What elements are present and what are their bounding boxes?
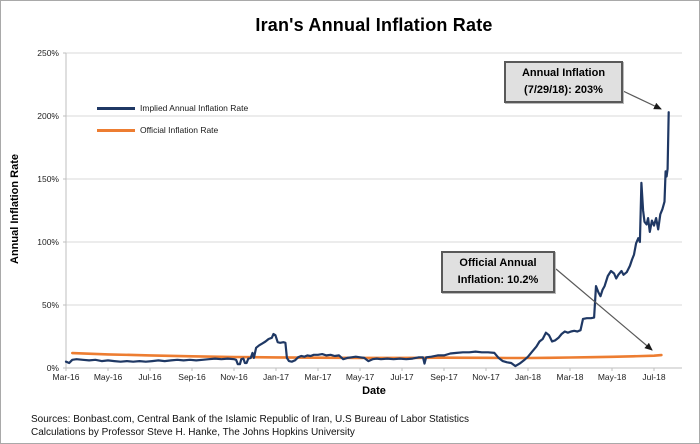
x-tick-label: May-17	[345, 372, 375, 382]
y-tick-label: 100%	[37, 237, 59, 247]
x-tick-label: Jan-17	[263, 372, 289, 382]
x-tick-label: May-16	[93, 372, 123, 382]
x-tick-label: Mar-17	[304, 372, 332, 382]
x-tick-label: Mar-16	[52, 372, 80, 382]
x-tick-label: Sep-16	[178, 372, 206, 382]
annotation-line: Inflation: 10.2%	[457, 274, 539, 286]
annotation-line: (7/29/18): 203%	[524, 84, 603, 96]
chart-legend: Implied Annual Inflation Rate Official I…	[97, 97, 248, 141]
official-series-swatch	[97, 128, 135, 132]
official-inflation-line	[71, 351, 663, 360]
legend-label: Official Inflation Rate	[140, 125, 219, 135]
legend-label: Implied Annual Inflation Rate	[140, 103, 249, 113]
sources-line: Sources: Bonbast.com, Central Bank of th…	[31, 414, 469, 425]
x-tick-label: Sep-17	[430, 372, 458, 382]
y-tick-label: 200%	[37, 111, 59, 121]
x-tick-label: Jan-18	[515, 372, 541, 382]
x-tick-label: Nov-17	[472, 372, 500, 382]
chart-title: Iran's Annual Inflation Rate	[255, 15, 493, 35]
x-tick-label: Jul-16	[138, 372, 162, 382]
y-tick-label: 50%	[41, 300, 59, 310]
x-tick-label: May-18	[597, 372, 627, 382]
x-tick-label: Mar-18	[556, 372, 584, 382]
y-axis-title: Annual Inflation Rate	[9, 154, 21, 264]
annotation-line: Annual Inflation	[521, 67, 606, 79]
official-annotation-arrow	[555, 268, 653, 351]
implied-inflation-line	[64, 111, 670, 368]
peak-annotation-arrow	[622, 90, 662, 110]
y-tick-label: 0%	[46, 363, 59, 373]
x-tick-label: Nov-16	[220, 372, 248, 382]
legend-item-official: Official Inflation Rate	[97, 119, 248, 141]
official-annotation-box: Official Annual Inflation: 10.2%	[441, 251, 555, 293]
sources-line: Calculations by Professor Steve H. Hanke…	[31, 427, 355, 438]
x-axis-title: Date	[362, 385, 386, 397]
x-tick-label: Jul-18	[642, 372, 666, 382]
implied-series-swatch	[97, 106, 135, 110]
y-tick-label: 250%	[37, 48, 59, 58]
x-tick-label: Jul-17	[390, 372, 414, 382]
peak-annotation-box: Annual Inflation (7/29/18): 203%	[504, 61, 623, 103]
legend-item-implied: Implied Annual Inflation Rate	[97, 97, 248, 119]
y-tick-label: 150%	[37, 174, 59, 184]
annotation-line: Official Annual	[459, 257, 537, 269]
sources-note: Sources: Bonbast.com, Central Bank of th…	[31, 413, 469, 439]
